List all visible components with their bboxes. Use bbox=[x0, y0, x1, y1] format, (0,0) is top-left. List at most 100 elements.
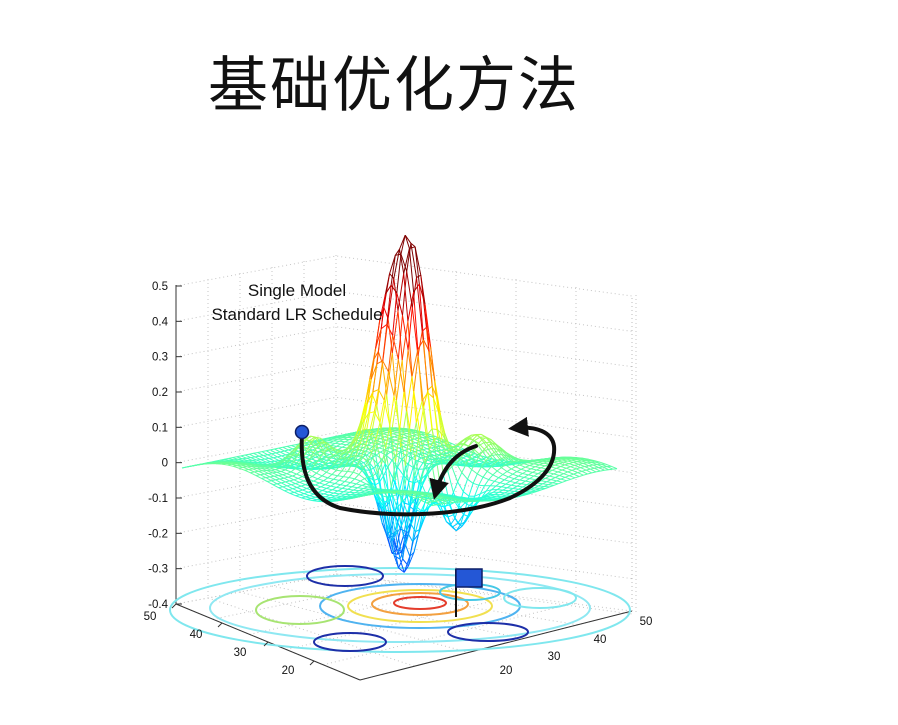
mesh-line bbox=[598, 466, 603, 468]
mesh-line bbox=[504, 479, 511, 482]
mesh-line bbox=[283, 477, 290, 482]
mesh-line bbox=[351, 433, 357, 437]
mesh-line bbox=[344, 451, 350, 460]
left-tick-label: 40 bbox=[190, 629, 203, 641]
mesh-line bbox=[546, 458, 551, 461]
mesh-line bbox=[448, 454, 453, 457]
mesh-line bbox=[281, 457, 287, 463]
mesh-line bbox=[270, 448, 275, 451]
mesh-line bbox=[474, 449, 481, 456]
mesh-line bbox=[399, 249, 405, 274]
mesh-line bbox=[402, 558, 409, 567]
mesh-line bbox=[265, 450, 273, 455]
mesh-line bbox=[404, 436, 409, 439]
mesh-line bbox=[526, 470, 533, 473]
mesh-line bbox=[540, 477, 546, 482]
mesh-line bbox=[308, 491, 315, 495]
mesh-line bbox=[334, 493, 340, 497]
mesh-line bbox=[297, 477, 304, 482]
mesh-line bbox=[535, 487, 540, 491]
mesh-line bbox=[438, 413, 444, 436]
mesh-line bbox=[426, 501, 431, 504]
mesh-line bbox=[479, 448, 485, 456]
mesh-line bbox=[482, 471, 488, 478]
mesh-line bbox=[285, 466, 290, 471]
mesh-line bbox=[461, 464, 467, 473]
mesh-line bbox=[330, 444, 337, 447]
mesh-line bbox=[584, 465, 589, 467]
mesh-line bbox=[595, 470, 601, 473]
mesh-line bbox=[492, 489, 498, 493]
mesh-line bbox=[334, 458, 340, 464]
mesh-line bbox=[569, 473, 574, 477]
mesh-line bbox=[393, 278, 399, 311]
mesh-line bbox=[448, 443, 454, 448]
mesh-line bbox=[396, 292, 403, 316]
mesh-line bbox=[461, 472, 468, 480]
mesh-line bbox=[431, 458, 436, 460]
mesh-line bbox=[272, 484, 279, 489]
mesh-line bbox=[400, 501, 408, 532]
mesh-line bbox=[424, 452, 429, 454]
mesh-line bbox=[425, 505, 430, 511]
mesh-line bbox=[392, 540, 399, 569]
mesh-line bbox=[364, 488, 370, 492]
mesh-line bbox=[365, 429, 371, 445]
mesh-line bbox=[370, 436, 375, 440]
mesh-line bbox=[396, 507, 402, 527]
mesh-line bbox=[409, 494, 414, 497]
mesh-line bbox=[447, 516, 453, 528]
mesh-line bbox=[325, 494, 330, 498]
mesh-line bbox=[486, 456, 492, 462]
mesh-line bbox=[522, 492, 528, 496]
mesh-line bbox=[472, 434, 478, 440]
mesh-line bbox=[505, 492, 511, 496]
mesh-line bbox=[442, 452, 447, 455]
mesh-line bbox=[356, 483, 363, 486]
mesh-line bbox=[414, 469, 420, 484]
mesh-line bbox=[507, 487, 513, 489]
mesh-line bbox=[280, 450, 285, 453]
mesh-line bbox=[491, 461, 496, 467]
mesh-line bbox=[267, 454, 274, 459]
mesh-line bbox=[248, 468, 253, 470]
mesh-line bbox=[529, 487, 535, 491]
mesh-line bbox=[330, 495, 336, 499]
mesh-line bbox=[320, 463, 326, 470]
mesh-line bbox=[403, 565, 409, 573]
mesh-line bbox=[395, 462, 402, 502]
right-tick-label: 20 bbox=[500, 665, 513, 677]
mesh-line bbox=[297, 476, 303, 479]
mesh-line bbox=[331, 474, 338, 477]
mesh-line bbox=[490, 439, 496, 445]
mesh-line bbox=[360, 401, 367, 421]
mesh-line bbox=[511, 482, 516, 486]
mesh-line bbox=[534, 459, 540, 461]
mesh-line bbox=[533, 462, 539, 465]
mesh-line bbox=[581, 470, 588, 475]
mesh-line bbox=[327, 447, 332, 450]
mesh-line bbox=[413, 390, 420, 431]
mesh-line bbox=[444, 502, 449, 504]
mesh-line bbox=[321, 471, 327, 477]
mesh-line bbox=[551, 467, 557, 471]
mesh-line bbox=[276, 460, 282, 465]
mesh-line bbox=[352, 449, 358, 452]
mesh-line bbox=[337, 487, 343, 492]
mesh-line bbox=[368, 411, 375, 414]
mesh-line bbox=[318, 461, 323, 465]
mesh-line bbox=[503, 456, 509, 458]
mesh-line bbox=[410, 460, 416, 495]
mesh-line bbox=[278, 487, 285, 492]
left-tick-label: 20 bbox=[282, 665, 295, 677]
mesh-line bbox=[529, 478, 536, 481]
mesh-line bbox=[285, 480, 290, 483]
mesh-line bbox=[309, 493, 315, 497]
mesh-line bbox=[401, 430, 406, 433]
mesh-line bbox=[408, 248, 415, 293]
mesh-line bbox=[271, 452, 277, 455]
mesh-line bbox=[553, 460, 558, 463]
mesh-line bbox=[419, 496, 424, 498]
mesh-line bbox=[405, 545, 411, 557]
mesh-line bbox=[301, 496, 306, 499]
